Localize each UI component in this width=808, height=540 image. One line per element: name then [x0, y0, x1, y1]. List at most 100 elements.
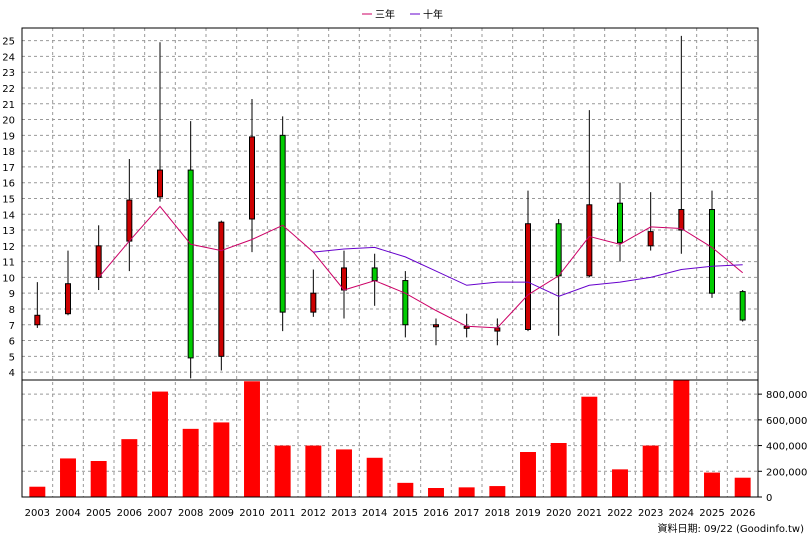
x-tick-label: 2005: [86, 508, 111, 519]
candle: [739, 290, 746, 322]
candle: [65, 250, 71, 316]
candle: [402, 271, 409, 338]
candle-body: [555, 223, 562, 277]
candle-body: [709, 209, 715, 294]
price-tick-label: 8: [9, 305, 15, 316]
price-tick-label: 20: [2, 116, 15, 127]
candle-body: [65, 283, 71, 315]
volume-bar: [152, 391, 168, 497]
volume-bar: [734, 477, 751, 497]
volume-bar: [612, 469, 628, 497]
candle: [647, 192, 654, 251]
x-tick-label: 2020: [546, 508, 571, 519]
price-tick-label: 22: [2, 84, 15, 95]
x-tick-label: 2016: [423, 508, 448, 519]
plot-frame: [21, 27, 759, 498]
x-tick-label: 2021: [577, 508, 602, 519]
candle: [433, 318, 439, 346]
candle-body: [647, 231, 654, 247]
volume-bar: [397, 482, 414, 497]
volume-bar: [458, 487, 475, 497]
candle-body: [402, 280, 409, 326]
candle: [187, 121, 194, 379]
x-tick-label: 2004: [55, 508, 80, 519]
candle-body: [433, 324, 439, 328]
legend-label: 三年: [375, 8, 395, 21]
candle-body: [126, 199, 133, 242]
x-tick-label: 2024: [669, 508, 694, 519]
candle: [525, 190, 531, 332]
volume-tick-label: 800,000: [766, 390, 807, 401]
volume-bar: [642, 445, 659, 497]
moving-average-lines: [98, 205, 744, 329]
price-tick-label: 10: [2, 273, 15, 284]
grid: [21, 28, 759, 497]
x-tick-label: 2015: [393, 508, 418, 519]
candle-body: [371, 267, 378, 282]
volume-tick-label: 200,000: [766, 467, 807, 478]
x-tick-label: 2026: [730, 508, 755, 519]
x-tick-label: 2011: [270, 508, 295, 519]
volume-bar: [704, 472, 720, 497]
price-tick-label: 18: [2, 147, 15, 158]
price-tick-label: 15: [2, 194, 15, 205]
axes: 4567891011121314151617181920212223242502…: [2, 27, 807, 519]
price-tick-label: 4: [9, 368, 15, 379]
candle: [34, 282, 41, 328]
volume-bar: [550, 443, 567, 497]
candle: [709, 190, 715, 298]
price-tick-label: 13: [2, 226, 15, 237]
x-tick-label: 2006: [117, 508, 142, 519]
price-tick-label: 24: [2, 52, 15, 63]
x-tick-label: 2009: [209, 508, 234, 519]
volume-bar: [520, 452, 536, 497]
price-tick-label: 12: [2, 242, 15, 253]
candle-body: [218, 221, 225, 357]
candle-body: [249, 136, 255, 220]
candle-body: [279, 134, 286, 313]
x-tick-label: 2019: [515, 508, 540, 519]
volume-bar: [213, 422, 230, 497]
legend-label: 十年: [423, 8, 443, 21]
volume-bar: [428, 488, 444, 497]
candle-body: [586, 204, 593, 277]
volume-bar: [60, 458, 76, 497]
candle-body: [34, 314, 41, 326]
x-tick-label: 2025: [699, 508, 724, 519]
candle-body: [678, 209, 685, 231]
x-tick-label: 2008: [178, 508, 203, 519]
x-tick-label: 2023: [638, 508, 663, 519]
price-tick-label: 17: [2, 163, 15, 174]
volume-bar: [489, 486, 506, 497]
x-tick-label: 2018: [485, 508, 510, 519]
candle-body: [95, 245, 102, 278]
price-tick-label: 21: [2, 100, 15, 111]
volume-bar: [244, 381, 260, 497]
volume-bar: [336, 449, 352, 497]
candle: [157, 42, 163, 202]
volume-tick-label: 400,000: [766, 442, 807, 453]
x-tick-label: 2022: [607, 508, 632, 519]
volume-tick-label: 600,000: [766, 416, 807, 427]
x-tick-label: 2014: [362, 508, 387, 519]
x-tick-label: 2017: [454, 508, 479, 519]
candle: [279, 116, 286, 332]
candle: [95, 225, 102, 291]
series-line-three-year: [98, 205, 744, 329]
x-tick-label: 2003: [25, 508, 50, 519]
price-tick-label: 19: [2, 131, 15, 142]
volume-bar: [305, 445, 322, 497]
volume-bars: [29, 380, 751, 497]
volume-tick-label: 0: [766, 493, 772, 504]
volume-bar: [673, 380, 690, 497]
candle-body: [341, 267, 347, 291]
price-tick-label: 7: [9, 321, 15, 332]
candle-body: [157, 169, 163, 198]
price-tick-label: 11: [2, 258, 15, 269]
price-tick-label: 9: [9, 289, 15, 300]
x-tick-label: 2012: [301, 508, 326, 519]
price-tick-label: 25: [2, 37, 15, 48]
price-tick-label: 16: [2, 179, 15, 190]
volume-bar: [182, 428, 199, 497]
